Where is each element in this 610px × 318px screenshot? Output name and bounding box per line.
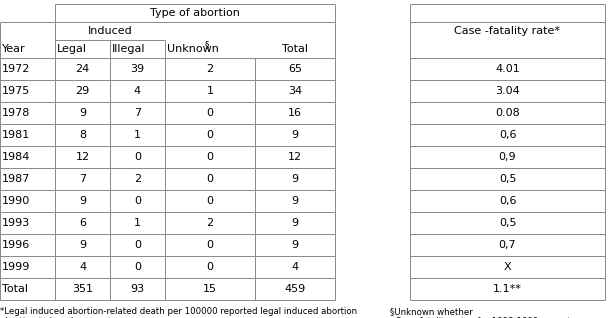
Text: 0,6: 0,6: [499, 196, 516, 206]
Text: 16: 16: [288, 108, 302, 118]
Text: 1996: 1996: [2, 240, 30, 250]
Text: §Unknown whether: §Unknown whether: [390, 308, 473, 316]
Text: 1999: 1999: [2, 262, 30, 272]
Text: 3.04: 3.04: [495, 86, 520, 96]
Text: 0: 0: [134, 240, 141, 250]
Text: 1993: 1993: [2, 218, 30, 228]
Text: Legal: Legal: [57, 44, 87, 54]
Text: 0,7: 0,7: [499, 240, 516, 250]
Text: 9: 9: [79, 240, 86, 250]
Text: 2: 2: [206, 218, 213, 228]
Text: 0: 0: [134, 196, 141, 206]
Text: 65: 65: [288, 64, 302, 74]
Text: 4: 4: [79, 262, 86, 272]
Text: X: X: [504, 262, 511, 272]
Text: 0: 0: [207, 152, 214, 162]
Text: 2: 2: [134, 174, 141, 184]
Text: Illegal: Illegal: [112, 44, 146, 54]
Text: 1: 1: [134, 218, 141, 228]
Text: 9: 9: [292, 240, 298, 250]
Text: 0: 0: [207, 108, 214, 118]
Text: 0,9: 0,9: [499, 152, 516, 162]
Text: 4: 4: [292, 262, 298, 272]
Text: 4: 4: [134, 86, 141, 96]
Text: 93: 93: [131, 284, 145, 294]
Text: 0: 0: [207, 262, 214, 272]
Text: Type of abortion: Type of abortion: [150, 8, 240, 18]
Text: 1: 1: [134, 130, 141, 140]
Text: 8: 8: [79, 130, 86, 140]
Text: 1.1**: 1.1**: [493, 284, 522, 294]
Text: Induced: Induced: [88, 26, 132, 36]
Text: 9: 9: [292, 174, 298, 184]
Text: 0: 0: [207, 240, 214, 250]
Text: Unknown: Unknown: [167, 44, 219, 54]
Text: 29: 29: [76, 86, 90, 96]
Text: 0.08: 0.08: [495, 108, 520, 118]
Text: 0,6: 0,6: [499, 130, 516, 140]
Text: 7: 7: [79, 174, 86, 184]
Text: 4.01: 4.01: [495, 64, 520, 74]
Text: 39: 39: [131, 64, 145, 74]
Text: §: §: [205, 40, 209, 50]
Text: Case -fatality rate*: Case -fatality rate*: [454, 26, 561, 36]
Text: abortion induced or spontaneous: abortion induced or spontaneous: [0, 317, 143, 318]
Text: 351: 351: [72, 284, 93, 294]
Text: 2: 2: [206, 64, 213, 74]
Text: 12: 12: [76, 152, 90, 162]
Text: 9: 9: [292, 218, 298, 228]
Text: 9: 9: [79, 108, 86, 118]
Text: 15: 15: [203, 284, 217, 294]
Text: 9: 9: [79, 196, 86, 206]
Text: 1975: 1975: [2, 86, 30, 96]
Text: 9: 9: [292, 130, 298, 140]
Text: Year: Year: [2, 44, 26, 54]
Text: 1978: 1978: [2, 108, 30, 118]
Text: 34: 34: [288, 86, 302, 96]
Text: 24: 24: [76, 64, 90, 74]
Text: 0: 0: [207, 196, 214, 206]
Text: 1990: 1990: [2, 196, 30, 206]
Text: 1987: 1987: [2, 174, 30, 184]
Text: 1981: 1981: [2, 130, 30, 140]
Text: 0: 0: [134, 152, 141, 162]
Text: 459: 459: [284, 284, 306, 294]
Text: 0: 0: [134, 262, 141, 272]
Text: 0,5: 0,5: [499, 218, 516, 228]
Text: 0: 0: [207, 174, 214, 184]
Text: *Legal induced abortion-related death per 100000 reported legal induced abortion: *Legal induced abortion-related death pe…: [0, 308, 357, 316]
Text: xCase-fatality rates for 1998-1999 cannot: xCase-fatality rates for 1998-1999 canno…: [390, 317, 570, 318]
Text: 9: 9: [292, 196, 298, 206]
Text: 6: 6: [79, 218, 86, 228]
Text: 0: 0: [207, 130, 214, 140]
Text: Total: Total: [282, 44, 308, 54]
Text: Total: Total: [2, 284, 28, 294]
Text: 0,5: 0,5: [499, 174, 516, 184]
Text: 1: 1: [207, 86, 214, 96]
Text: 12: 12: [288, 152, 302, 162]
Text: 1984: 1984: [2, 152, 30, 162]
Text: 7: 7: [134, 108, 141, 118]
Text: 1972: 1972: [2, 64, 30, 74]
